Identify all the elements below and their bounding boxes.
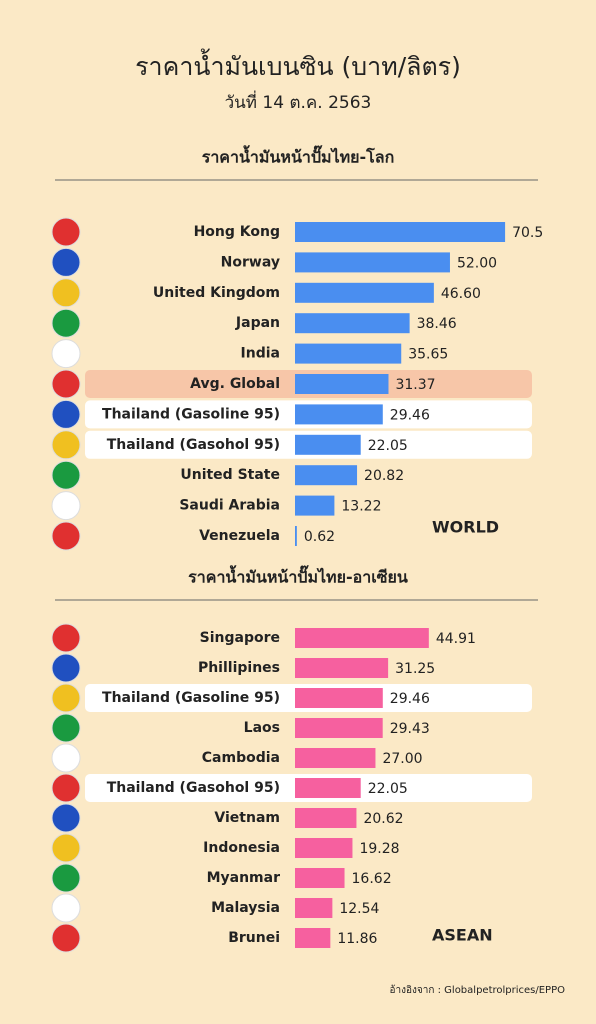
flag bbox=[51, 369, 81, 399]
flag bbox=[51, 623, 81, 653]
value-label: 35.65 bbox=[408, 347, 448, 363]
category-label: Thailand (Gasohol 95) bbox=[107, 437, 280, 453]
flag bbox=[51, 247, 81, 277]
chart-annotation: ASEAN bbox=[432, 926, 493, 945]
flag bbox=[51, 278, 81, 308]
bar bbox=[295, 343, 402, 364]
value-label: 20.62 bbox=[363, 811, 403, 827]
value-label: 46.60 bbox=[441, 286, 481, 302]
flag bbox=[51, 217, 81, 247]
value-label: 12.54 bbox=[339, 901, 379, 917]
bar bbox=[295, 658, 389, 678]
bar bbox=[295, 252, 450, 273]
bar bbox=[295, 222, 506, 242]
flag bbox=[51, 923, 81, 953]
flag bbox=[51, 743, 81, 773]
category-label: India bbox=[241, 346, 280, 362]
value-label: 70.5 bbox=[512, 225, 543, 241]
category-label: Indonesia bbox=[203, 840, 280, 856]
value-label: 29.46 bbox=[390, 691, 430, 707]
value-label: 13.22 bbox=[341, 499, 381, 515]
flag bbox=[51, 308, 81, 338]
section-title: ราคาน้ำมันหน้าปั๊มไทย-โลก bbox=[202, 145, 395, 167]
value-label: 0.62 bbox=[304, 529, 335, 545]
value-label: 27.00 bbox=[382, 751, 422, 767]
category-label: Brunei bbox=[228, 930, 280, 946]
bar bbox=[295, 495, 335, 516]
chart-annotation: WORLD bbox=[432, 518, 499, 537]
section-title: ราคาน้ำมันหน้าปั๊มไทย-อาเซียน bbox=[188, 565, 408, 587]
bar bbox=[295, 808, 357, 828]
flag bbox=[51, 713, 81, 743]
bar bbox=[295, 748, 376, 768]
bar bbox=[295, 778, 361, 798]
value-label: 52.00 bbox=[457, 255, 497, 271]
value-label: 44.91 bbox=[436, 631, 476, 647]
bar bbox=[295, 628, 429, 648]
category-label: Malaysia bbox=[211, 900, 280, 916]
bar bbox=[295, 374, 389, 394]
bar bbox=[295, 465, 358, 486]
bar bbox=[295, 898, 333, 918]
flag bbox=[51, 399, 81, 429]
bar bbox=[295, 282, 434, 303]
bar bbox=[295, 838, 353, 858]
category-label: Norway bbox=[221, 254, 280, 270]
category-label: Singapore bbox=[200, 630, 280, 646]
category-label: Myanmar bbox=[207, 870, 281, 886]
category-label: Saudi Arabia bbox=[179, 498, 280, 514]
category-label: Thailand (Gasoline 95) bbox=[102, 690, 280, 706]
flag bbox=[51, 430, 81, 460]
category-label: United State bbox=[180, 467, 280, 483]
flag bbox=[51, 893, 81, 923]
bar bbox=[295, 688, 383, 708]
flag bbox=[51, 339, 81, 369]
value-label: 29.46 bbox=[390, 407, 430, 423]
bar bbox=[295, 928, 331, 948]
category-label: Laos bbox=[244, 720, 280, 736]
category-label: Thailand (Gasoline 95) bbox=[102, 406, 280, 422]
flag bbox=[51, 460, 81, 490]
category-label: Vietnam bbox=[214, 810, 280, 826]
value-label: 22.05 bbox=[368, 438, 408, 454]
value-label: 31.37 bbox=[395, 377, 435, 393]
flag bbox=[51, 521, 81, 551]
bar bbox=[295, 718, 383, 738]
page-title: ราคาน้ำมันเบนซิน (บาท/ลิตร) bbox=[135, 48, 461, 81]
category-label: Thailand (Gasohol 95) bbox=[107, 780, 280, 796]
page-subtitle: วันที่ 14 ต.ค. 2563 bbox=[225, 90, 372, 113]
bar bbox=[295, 434, 361, 455]
flag bbox=[51, 863, 81, 893]
bar bbox=[295, 868, 345, 888]
bar bbox=[295, 404, 383, 425]
value-label: 19.28 bbox=[359, 841, 399, 857]
flag bbox=[51, 653, 81, 683]
category-label: United Kingdom bbox=[153, 285, 280, 301]
value-label: 38.46 bbox=[417, 316, 457, 332]
category-label: Venezuela bbox=[199, 528, 280, 544]
flag bbox=[51, 833, 81, 863]
value-label: 29.43 bbox=[390, 721, 430, 737]
bar bbox=[295, 313, 410, 334]
flag bbox=[51, 683, 81, 713]
flag bbox=[51, 803, 81, 833]
value-label: 31.25 bbox=[395, 661, 435, 677]
source: อ้างอิงจาก : Globalpetrolprices/EPPO bbox=[390, 984, 566, 996]
flag bbox=[51, 773, 81, 803]
value-label: 16.62 bbox=[352, 871, 392, 887]
value-label: 20.82 bbox=[364, 468, 404, 484]
flag bbox=[51, 491, 81, 521]
category-label: Avg. Global bbox=[190, 376, 280, 392]
category-label: Japan bbox=[235, 315, 280, 331]
value-label: 11.86 bbox=[337, 931, 377, 947]
bar bbox=[295, 526, 297, 546]
value-label: 22.05 bbox=[368, 781, 408, 797]
category-label: Phillipines bbox=[198, 660, 280, 676]
category-label: Hong Kong bbox=[194, 224, 280, 240]
category-label: Cambodia bbox=[202, 750, 280, 766]
